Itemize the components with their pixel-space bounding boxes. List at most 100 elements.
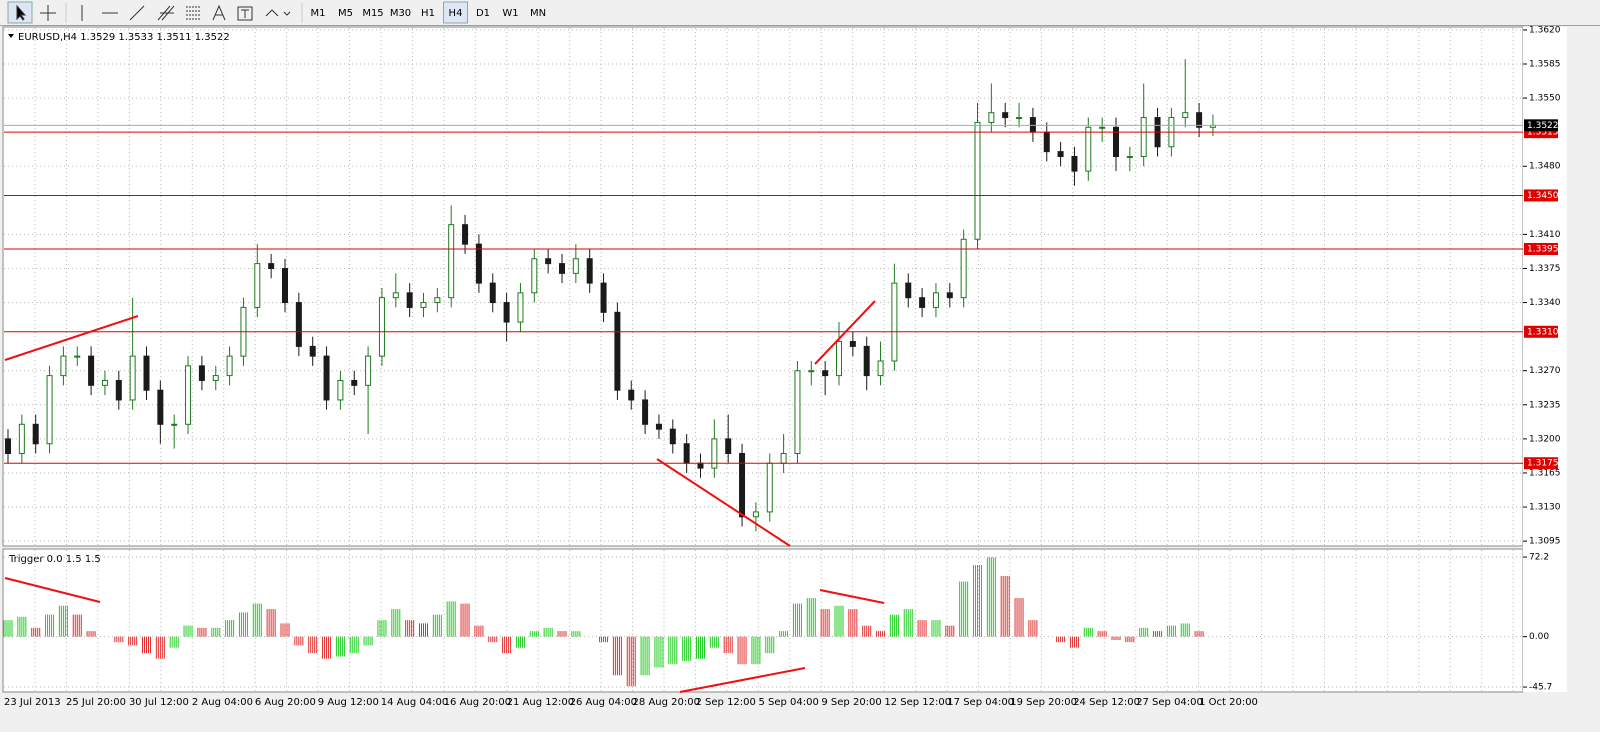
candle-body: [1085, 126, 1092, 172]
x-tick-label: 28 Aug 20:00: [633, 697, 700, 708]
y-tick-label: 0.00: [1529, 632, 1549, 642]
level-label: 1.3395: [1527, 245, 1559, 255]
candle-body: [268, 263, 275, 269]
y-tick-label: 1.3200: [1529, 434, 1561, 444]
main-panel: [2, 26, 1524, 547]
candle-body: [766, 462, 773, 513]
x-tick-label: 16 Aug 20:00: [444, 697, 511, 708]
candle-body: [1043, 131, 1050, 153]
level-label: 1.3310: [1527, 327, 1559, 337]
candle-body: [586, 258, 593, 284]
indicator-title: Trigger 0.0 1.5 1.5: [8, 554, 101, 565]
candle-body: [323, 355, 330, 401]
x-tick-label: 9 Sep 20:00: [821, 697, 881, 708]
trend-line: [679, 667, 806, 693]
x-tick-label: 6 Aug 20:00: [255, 697, 316, 708]
candle-body: [1113, 126, 1119, 158]
level-label-box: [1524, 325, 1558, 338]
candle-body: [891, 282, 898, 362]
y-tick-label: 1.3480: [1529, 162, 1561, 172]
candle-body: [185, 365, 192, 425]
candle-body: [18, 423, 25, 454]
candle-body: [212, 375, 219, 381]
candle-body: [365, 355, 372, 386]
x-tick-label: 27 Sep 04:00: [1136, 697, 1203, 708]
candle-body: [559, 263, 565, 274]
x-tick-label: 24 Sep 12:00: [1073, 697, 1140, 708]
candle-body: [725, 438, 732, 454]
drawing-tools[interactable]: [7, 1, 303, 24]
candle-body: [475, 243, 482, 284]
candle-body: [614, 311, 621, 391]
timeframe-button[interactable]: H4: [449, 8, 463, 19]
candle-body: [517, 292, 524, 323]
candle-body: [226, 355, 233, 377]
x-tick-label: 12 Sep 12:00: [884, 697, 951, 708]
text-icon[interactable]: [212, 4, 226, 21]
x-tick-label: 5 Sep 04:00: [758, 697, 818, 708]
arrows-icon[interactable]: [265, 9, 291, 17]
candle-body: [905, 282, 912, 299]
y-tick-label: 1.3165: [1529, 468, 1561, 478]
candle-body: [1071, 156, 1078, 172]
candle-body: [115, 379, 122, 401]
candle-body: [198, 365, 205, 381]
timeframe-button[interactable]: W1: [502, 8, 518, 19]
timeframe-active[interactable]: [443, 1, 468, 24]
timeframes[interactable]: M1 M5 M15 M30 H1 H4 D1 W1 MN: [311, 1, 547, 24]
candle-body: [5, 438, 11, 454]
level-label-box: [1524, 457, 1558, 470]
y-tick-label: 1.3235: [1529, 400, 1561, 410]
candle-body: [351, 379, 358, 386]
candle-body: [157, 389, 164, 425]
timeframe-button[interactable]: M30: [390, 8, 411, 19]
candle-body: [545, 258, 552, 265]
timeframe-button[interactable]: H1: [421, 8, 435, 19]
candle-body: [711, 438, 718, 469]
current-price-box: [1524, 119, 1558, 132]
cursor-icon: [16, 4, 27, 21]
candle-body: [101, 379, 108, 386]
x-tick-label: 25 Jul 20:00: [66, 697, 126, 708]
candle-body: [822, 370, 829, 377]
candle-body: [309, 345, 316, 357]
candle-body: [462, 224, 469, 245]
x-tick-label: 23 Jul 2013: [4, 697, 61, 708]
trend-line: [814, 300, 876, 365]
candle-body: [143, 355, 150, 391]
candle-body: [74, 355, 81, 358]
channel-icon[interactable]: [157, 5, 175, 21]
timeframe-button[interactable]: D1: [476, 8, 490, 19]
chart-title: EURUSD,H4 1.3529 1.3533 1.3511 1.3522: [18, 32, 230, 43]
y-tick-label: 1.3410: [1529, 230, 1561, 240]
x-tick-label: 26 Aug 04:00: [570, 697, 637, 708]
trend-line: [4, 315, 139, 361]
indicator-panel: [2, 548, 1524, 693]
candle-body: [780, 452, 787, 464]
timeframe-button[interactable]: M1: [311, 8, 326, 19]
candle-body: [1002, 112, 1009, 119]
timeframe-button[interactable]: M15: [362, 8, 383, 19]
candle-body: [60, 355, 67, 377]
crosshair-icon[interactable]: [40, 5, 56, 21]
trendline-icon[interactable]: [129, 5, 145, 21]
chart-layer: 1.3620 1.3585 1.3550 1.3480 1.3410 1.3375 1.33…: [3, 25, 1561, 708]
candle-body: [669, 428, 676, 445]
trend-line: [656, 458, 791, 547]
candle-body: [628, 389, 635, 401]
timeframe-button[interactable]: MN: [530, 8, 546, 19]
y-tick-label: -45.7: [1529, 683, 1552, 693]
label-icon[interactable]: [237, 6, 253, 21]
candle-body: [877, 360, 884, 377]
trend-line: [819, 589, 885, 604]
timeframe-button[interactable]: M5: [338, 8, 353, 19]
candle-body: [1126, 156, 1133, 159]
candle-body: [932, 292, 939, 308]
candle-body: [974, 121, 981, 240]
x-tick-label: 30 Jul 12:00: [129, 697, 189, 708]
y-tick-label: 1.3095: [1529, 537, 1561, 547]
candle-body: [600, 282, 607, 313]
fibo-icon[interactable]: [186, 6, 200, 20]
